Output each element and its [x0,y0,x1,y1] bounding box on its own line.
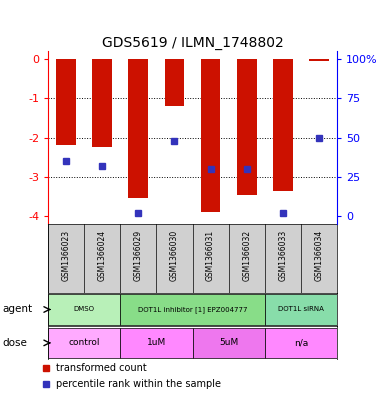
Text: n/a: n/a [294,338,308,347]
Bar [48,294,120,325]
Text: GSM1366033: GSM1366033 [278,230,287,281]
Text: DOT1L inhibitor [1] EPZ004777: DOT1L inhibitor [1] EPZ004777 [138,306,247,313]
Text: GSM1366032: GSM1366032 [242,230,251,281]
Bar [237,59,256,195]
Text: control: control [69,338,100,347]
Bar [120,328,192,358]
Bar [192,328,265,358]
Text: 5uM: 5uM [219,338,238,347]
Text: GSM1366024: GSM1366024 [98,230,107,281]
Bar [56,59,76,145]
Title: GDS5619 / ILMN_1748802: GDS5619 / ILMN_1748802 [102,36,283,50]
Bar [48,328,120,358]
Text: GSM1366030: GSM1366030 [170,230,179,281]
Text: agent: agent [2,305,32,314]
Text: percentile rank within the sample: percentile rank within the sample [56,379,221,389]
Bar [120,294,265,325]
Text: 1uM: 1uM [147,338,166,347]
Bar [164,59,184,106]
Bar [265,294,337,325]
Text: GSM1366034: GSM1366034 [314,230,323,281]
Text: GSM1366031: GSM1366031 [206,230,215,281]
Bar [265,328,337,358]
Bar [273,59,293,191]
Text: DMSO: DMSO [74,307,95,312]
Text: dose: dose [2,338,27,348]
Bar [309,59,329,61]
Text: GSM1366029: GSM1366029 [134,230,143,281]
Text: DOT1L siRNA: DOT1L siRNA [278,307,324,312]
Text: GSM1366023: GSM1366023 [62,230,71,281]
Text: transformed count: transformed count [56,364,147,373]
Bar [201,59,221,212]
Bar [92,59,112,147]
Bar [129,59,148,198]
